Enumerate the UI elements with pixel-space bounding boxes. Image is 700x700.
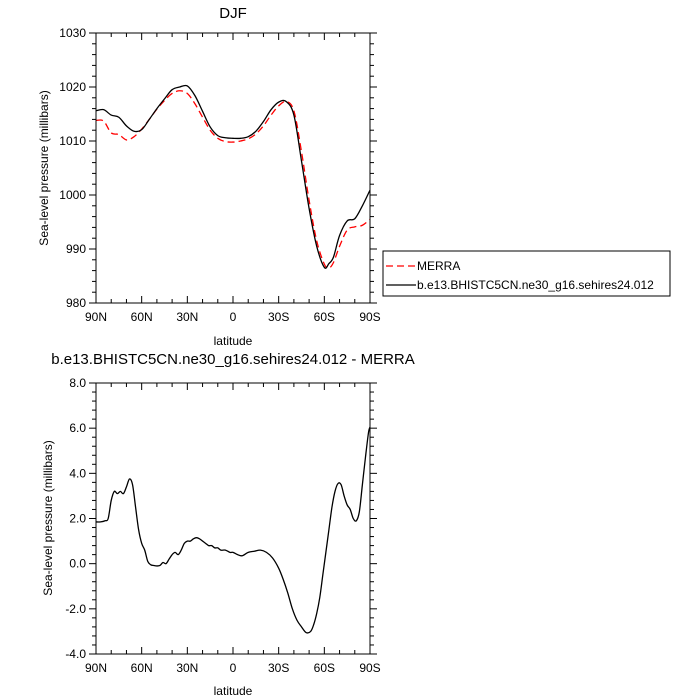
top-y-tick-label: 1020: [59, 80, 86, 94]
top-x-tick-label: 90N: [85, 310, 107, 324]
bottom-y-tick-label: -2.0: [65, 602, 86, 616]
bottom-y-tick-label: 8.0: [69, 376, 86, 390]
bottom-series-group: [95, 426, 371, 634]
bottom-x-tick-label: 0: [230, 661, 237, 675]
bottom-y-tick-label: 6.0: [69, 421, 86, 435]
top-panel: DJF 90N 60N 30N 0 30S 60S 90S 980 990 1000 1010 102…: [37, 5, 671, 348]
bottom-x-tick-label: 30S: [268, 661, 289, 675]
top-x-tick-label: 60S: [314, 310, 335, 324]
top-plot-frame: [95, 32, 371, 304]
top-x-tick-label: 90S: [359, 310, 380, 324]
top-x-tick-label: 0: [230, 310, 237, 324]
bottom-y-tick-label: 4.0: [69, 466, 86, 480]
top-series-line-model: [95, 84, 371, 269]
top-series-line-merra: [95, 90, 371, 269]
top-x-tick-label: 30S: [268, 310, 289, 324]
bottom-y-tick-label: 2.0: [69, 512, 86, 526]
bottom-axes-group: 90N 60N 30N 0 30S 60S 90S -4.0 -2.0 0.0 2.0 4.0 6.0 8…: [65, 376, 380, 675]
bottom-x-tick-label: 90N: [85, 661, 107, 675]
legend-label-model: b.e13.BHISTC5CN.ne30_g16.sehires24.012: [417, 278, 654, 292]
top-axes-group: 90N 60N 30N 0 30S 60S 90S 980 990 1000 1010 1020 103…: [59, 26, 380, 324]
bottom-x-tick-label: 60N: [131, 661, 153, 675]
top-x-tick-label: 30N: [176, 310, 198, 324]
bottom-y-tick-label: -4.0: [65, 647, 86, 661]
bottom-x-tick-label: 30N: [176, 661, 198, 675]
bottom-x-axis-label: latitude: [214, 684, 253, 698]
top-y-axis-label: Sea-level pressure (millibars): [37, 90, 51, 245]
bottom-chart-title: b.e13.BHISTC5CN.ne30_g16.sehires24.012 -…: [51, 351, 415, 368]
bottom-x-tick-label: 60S: [314, 661, 335, 675]
top-y-tick-label: 980: [66, 296, 86, 310]
top-y-tick-label: 990: [66, 242, 86, 256]
bottom-y-axis-label: Sea-level pressure (millibars): [41, 440, 55, 595]
legend-label-merra: MERRA: [417, 259, 460, 273]
bottom-panel: b.e13.BHISTC5CN.ne30_g16.sehires24.012 -…: [41, 351, 415, 698]
top-legend: MERRA b.e13.BHISTC5CN.ne30_g16.sehires24…: [382, 250, 671, 297]
top-x-tick-label: 60N: [131, 310, 153, 324]
top-x-axis-label: latitude: [214, 334, 253, 348]
top-chart-title: DJF: [219, 5, 247, 22]
legend-box: [382, 250, 671, 297]
bottom-y-tick-label: 0.0: [69, 557, 86, 571]
bottom-x-tick-label: 90S: [359, 661, 380, 675]
top-series-group: [95, 84, 371, 269]
top-y-tick-label: 1000: [59, 188, 86, 202]
top-y-tick-label: 1010: [59, 134, 86, 148]
top-y-tick-label: 1030: [59, 26, 86, 40]
bottom-series-line-difference: [95, 426, 371, 634]
